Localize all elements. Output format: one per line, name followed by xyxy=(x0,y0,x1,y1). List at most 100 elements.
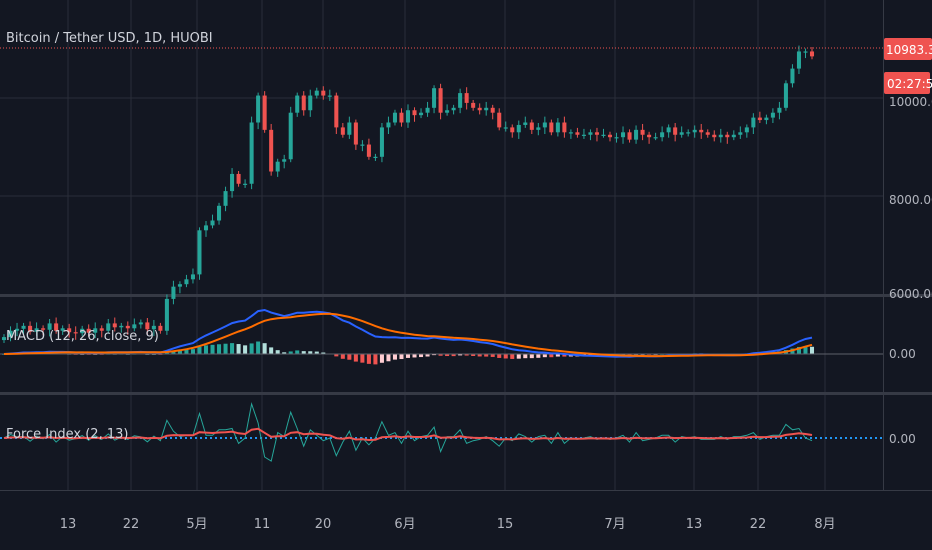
macd-histogram-bar xyxy=(197,346,202,354)
macd-histogram-bar xyxy=(523,354,528,359)
macd-histogram-bar xyxy=(542,354,547,358)
candle-body xyxy=(484,107,489,111)
candle-body xyxy=(366,144,371,157)
candle-body xyxy=(438,88,443,113)
candle-body xyxy=(425,107,430,113)
candle-body xyxy=(607,134,613,138)
candle-body xyxy=(477,107,482,111)
macd-histogram-bar xyxy=(392,354,397,360)
macd-histogram-bar xyxy=(510,354,515,359)
candle-body xyxy=(67,328,72,333)
candle-body xyxy=(308,95,313,111)
candle-body xyxy=(790,68,795,84)
macd-histogram-bar xyxy=(529,354,534,359)
macd-histogram-bar xyxy=(809,346,815,354)
candle-body xyxy=(562,122,567,133)
candle-body xyxy=(243,183,248,185)
macd-histogram-bar xyxy=(314,351,319,354)
last-price-badge xyxy=(884,38,932,60)
symbol-label[interactable]: Bitcoin / Tether USD, 1D, HUOBI xyxy=(6,31,213,46)
macd-histogram-bar xyxy=(425,354,430,357)
candle-body xyxy=(738,132,743,135)
candlestick-series[interactable] xyxy=(1,45,815,343)
candle-body xyxy=(197,230,202,275)
price-tick-10000: 10000.00 xyxy=(889,95,932,109)
candle-body xyxy=(275,161,280,172)
candle-body xyxy=(568,132,573,134)
candle-body xyxy=(54,323,59,331)
candle-body xyxy=(386,122,391,128)
candle-body xyxy=(379,127,384,157)
candle-body xyxy=(601,134,606,136)
macd-histogram-bar xyxy=(164,352,169,354)
candle-body xyxy=(634,129,639,140)
candle-body xyxy=(679,132,684,135)
macd-histogram-bar xyxy=(275,350,280,354)
force-index-label[interactable]: Force Index (2, 13) xyxy=(6,427,128,442)
candle-body xyxy=(158,325,163,331)
candle-body xyxy=(340,127,345,135)
candle-body xyxy=(347,122,352,135)
candle-body xyxy=(725,134,730,138)
macd-histogram-bar xyxy=(536,354,541,358)
candle-body xyxy=(15,328,20,331)
candle-body xyxy=(177,284,182,287)
macd-histogram-bar xyxy=(477,354,482,357)
candle-body xyxy=(256,95,261,123)
macd-histogram-bar xyxy=(497,354,502,358)
time-axis[interactable]: 13 22 5月 11 20 6月 15 7月 13 22 8月 xyxy=(60,517,836,532)
countdown-badge xyxy=(884,72,930,94)
macd-histogram-bar xyxy=(353,354,358,362)
macd-histogram-bar xyxy=(399,354,404,360)
macd-histogram-bar xyxy=(438,354,443,356)
price-tick-8000: 8000.00 xyxy=(889,193,932,207)
macd-histogram-bar xyxy=(217,344,222,354)
candle-body xyxy=(21,325,26,329)
candle-body xyxy=(223,191,228,206)
candle-body xyxy=(458,93,463,108)
macd-histogram-bar xyxy=(184,349,189,354)
candle-body xyxy=(581,134,586,136)
candle-body xyxy=(660,132,665,138)
pane-separator-macd[interactable] xyxy=(0,294,932,297)
macd-histogram-bar xyxy=(282,352,287,354)
candle-body xyxy=(119,325,124,328)
macd-histogram-bar xyxy=(301,351,306,354)
candle-body xyxy=(731,134,736,138)
candle-body xyxy=(93,328,98,333)
candle-body xyxy=(744,127,749,133)
candle-body xyxy=(392,112,397,123)
force-index-ema-line xyxy=(3,427,813,442)
macd-histogram-bar xyxy=(210,344,215,354)
candle-body xyxy=(106,323,111,331)
candle-body xyxy=(471,102,476,108)
macd-histogram-bar xyxy=(249,343,254,354)
candle-body xyxy=(399,112,404,123)
candle-body xyxy=(353,122,358,145)
macd-histogram-bar xyxy=(803,346,808,354)
pane-separator-force[interactable] xyxy=(0,392,932,395)
candle-body xyxy=(145,322,150,330)
macd-histogram-bar xyxy=(360,354,365,363)
price-tick-6000: 6000.00 xyxy=(889,287,932,301)
candle-body xyxy=(321,90,326,96)
candle-body xyxy=(809,51,815,57)
candle-body xyxy=(575,132,580,135)
candle-body xyxy=(757,117,762,121)
macd-histogram-bar xyxy=(190,349,195,354)
candle-body xyxy=(112,323,117,328)
candle-body xyxy=(712,134,717,138)
macd-histogram-bar xyxy=(419,354,424,358)
macd-label[interactable]: MACD (12, 26, close, 9) xyxy=(6,329,159,344)
countdown-value: 02:27:57 xyxy=(887,77,932,91)
macd-histogram-bar xyxy=(230,343,235,354)
macd-zero-label: 0.00 xyxy=(889,347,916,361)
candle-body xyxy=(770,112,775,118)
candle-body xyxy=(249,122,254,184)
macd-histogram-bar xyxy=(243,345,248,354)
time-axis-label: 7月 xyxy=(604,517,625,532)
candle-body xyxy=(503,127,508,129)
macd-histogram-bar xyxy=(366,354,371,364)
